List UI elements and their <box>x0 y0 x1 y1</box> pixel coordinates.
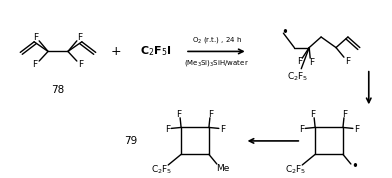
Text: F: F <box>345 57 350 66</box>
Text: F: F <box>220 125 225 134</box>
Text: +: + <box>110 45 121 58</box>
Text: 79: 79 <box>124 136 137 146</box>
Text: O$_2$ (r.t.) , 24 h: O$_2$ (r.t.) , 24 h <box>192 35 242 45</box>
Text: C$_2$F$_5$: C$_2$F$_5$ <box>285 164 306 176</box>
Text: F: F <box>310 57 315 67</box>
Text: F: F <box>176 110 181 119</box>
Text: 78: 78 <box>51 85 65 95</box>
Text: F: F <box>208 110 214 119</box>
Text: F: F <box>310 110 316 119</box>
Text: F: F <box>34 33 39 43</box>
Text: C$_2$F$_5$I: C$_2$F$_5$I <box>140 44 171 58</box>
Text: F: F <box>342 110 347 119</box>
Text: F: F <box>77 33 82 43</box>
Text: F: F <box>297 57 302 66</box>
Text: F: F <box>354 125 359 134</box>
Text: Me: Me <box>216 164 229 173</box>
Text: •: • <box>281 26 288 39</box>
Text: (Me$_3$Si)$_3$SiH/water: (Me$_3$Si)$_3$SiH/water <box>184 58 249 68</box>
Text: •: • <box>352 160 358 173</box>
Text: F: F <box>165 125 170 134</box>
Text: C$_2$F$_5$: C$_2$F$_5$ <box>287 70 308 83</box>
Text: F: F <box>33 60 38 69</box>
Text: C$_2$F$_5$: C$_2$F$_5$ <box>151 164 172 176</box>
Text: F: F <box>78 60 83 69</box>
Text: F: F <box>299 125 304 134</box>
